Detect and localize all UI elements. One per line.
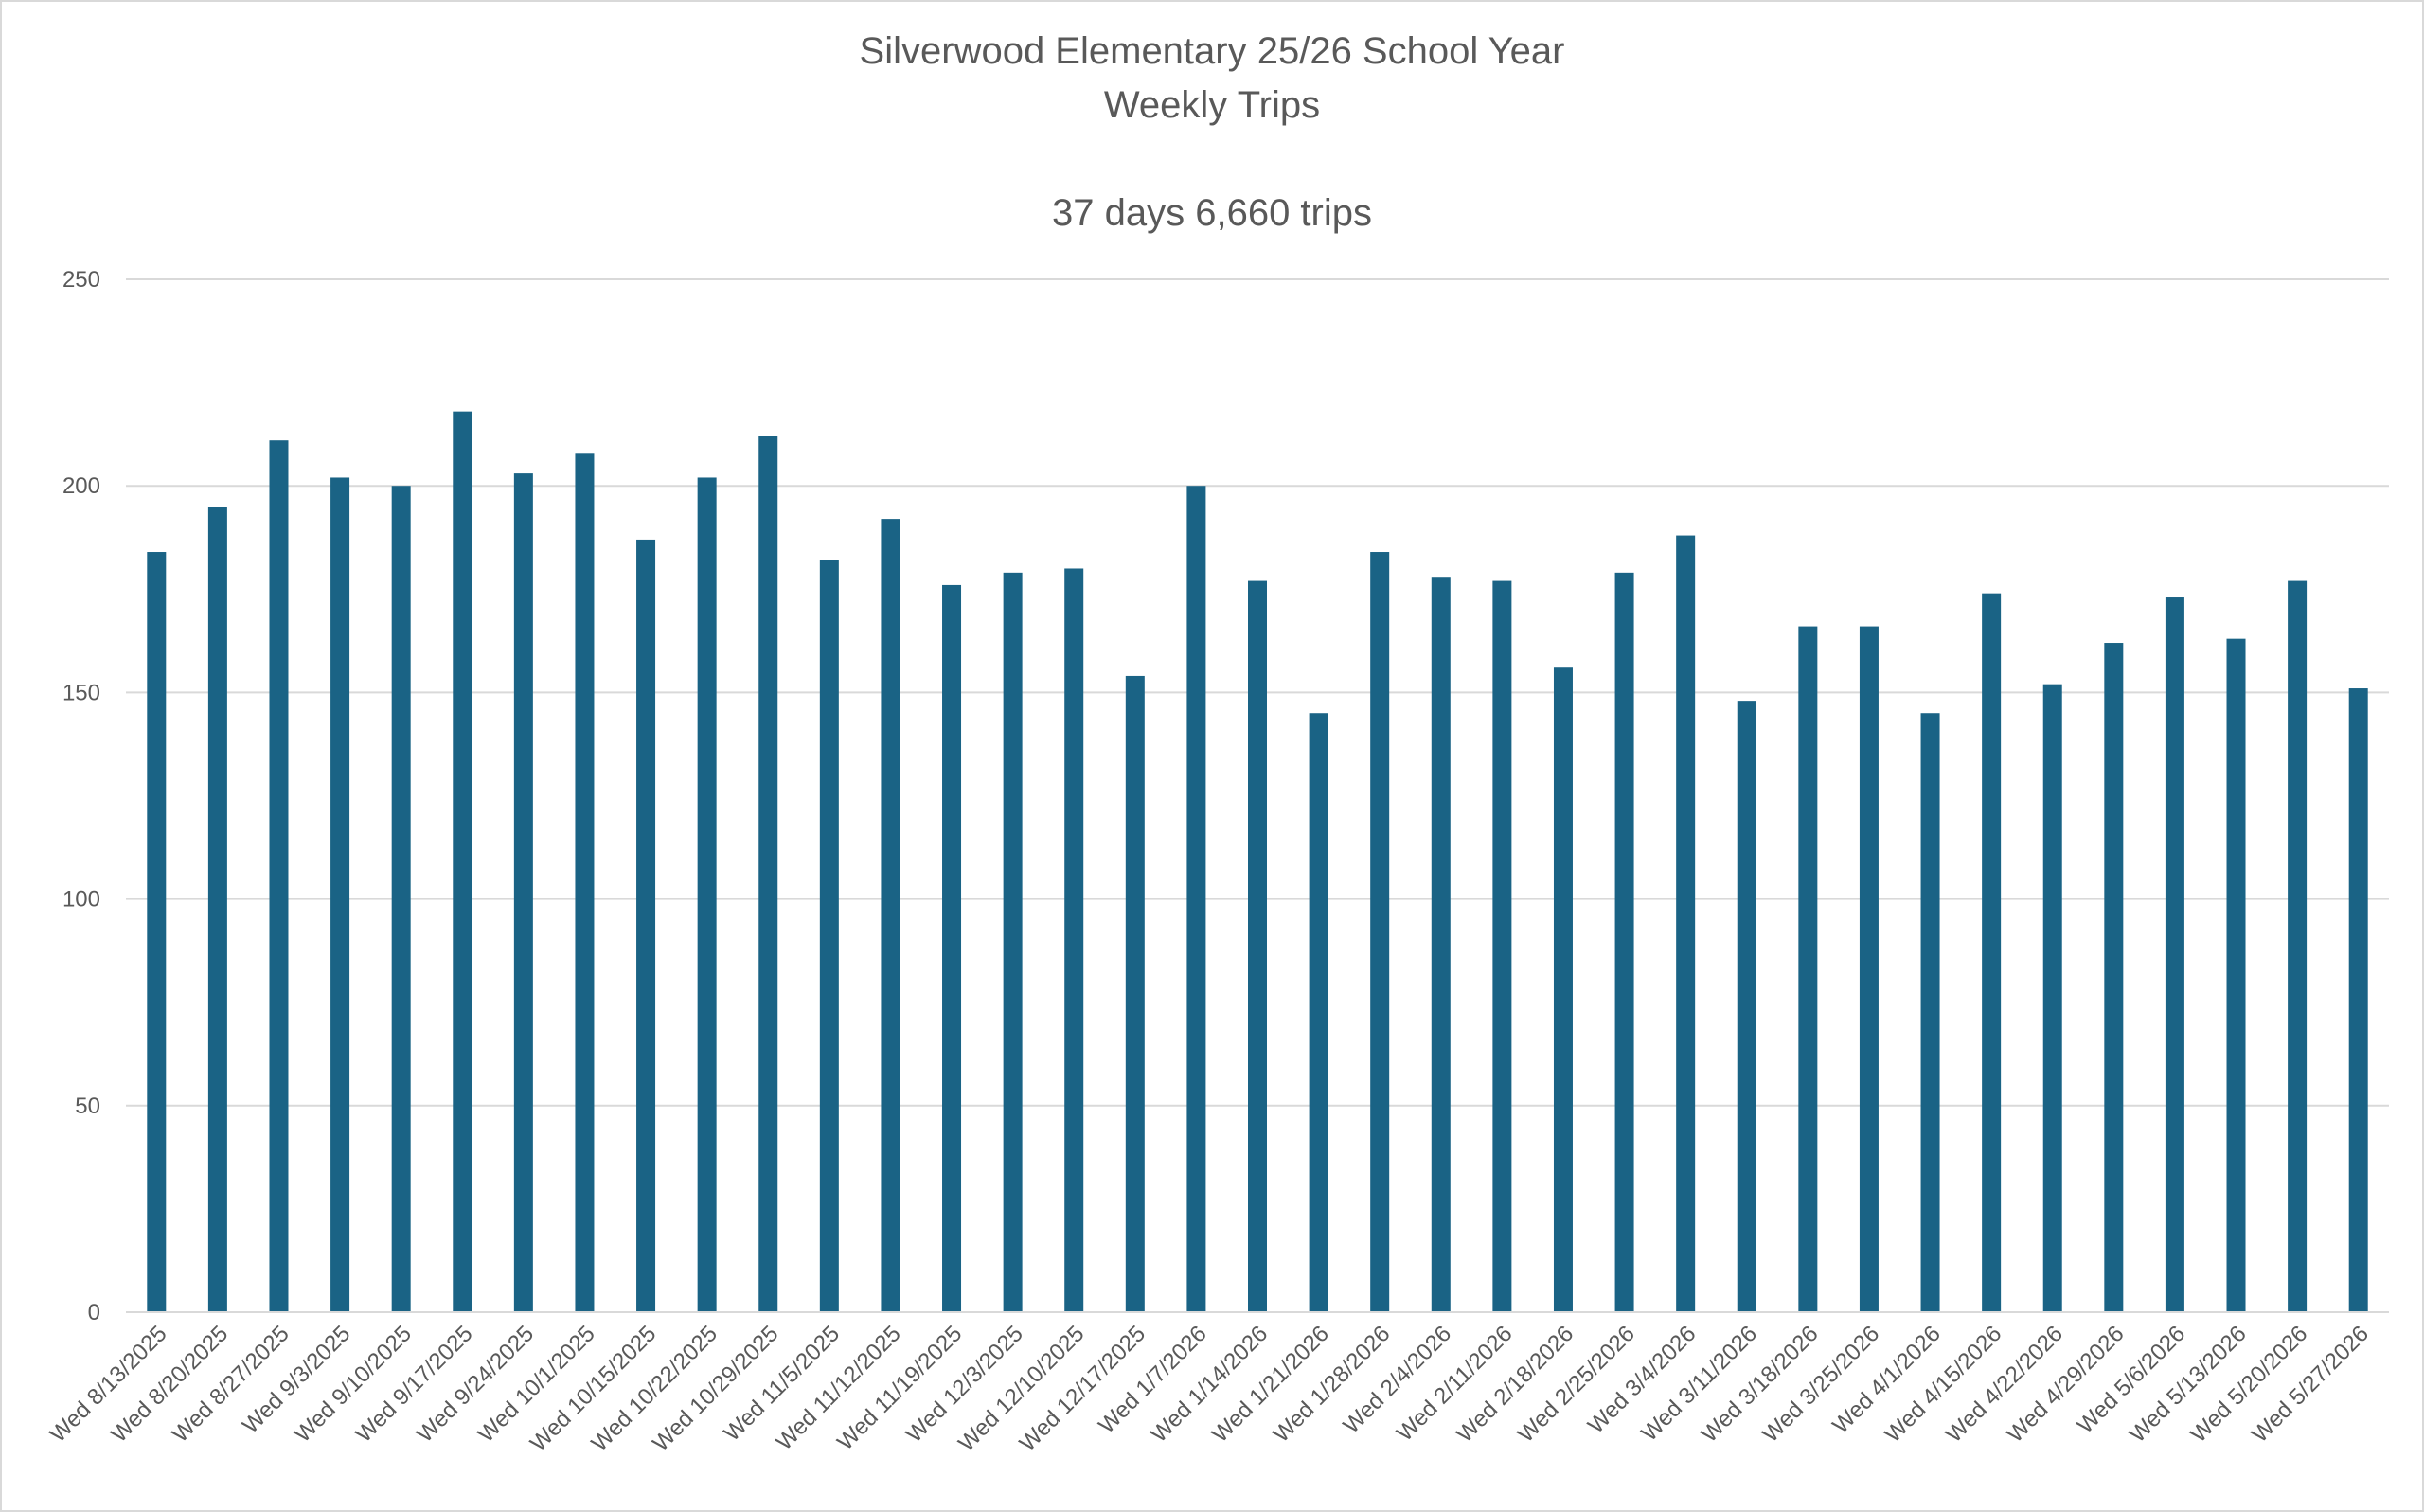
bar	[1737, 701, 1756, 1312]
bar	[1553, 667, 1573, 1312]
x-tick-label: Wed 4/1/2026	[1827, 1321, 1945, 1438]
bar	[1186, 486, 1206, 1312]
bar	[1676, 535, 1696, 1312]
bar	[1125, 675, 1145, 1312]
y-tick-label: 50	[75, 1094, 100, 1119]
bar	[1309, 713, 1328, 1312]
bar	[1798, 626, 1818, 1312]
bar	[1859, 626, 1879, 1312]
y-tick-label: 200	[62, 473, 100, 499]
bar	[269, 440, 289, 1312]
x-tick-label: Wed 3/4/2026	[1583, 1321, 1701, 1438]
chart-title: Silverwood Elementary 25/26 School Year	[860, 30, 1565, 72]
bar	[636, 539, 656, 1312]
chart-annotation: 37 days 6,660 trips	[1052, 192, 1372, 234]
bar	[1492, 580, 1512, 1312]
bar	[1003, 572, 1023, 1312]
bar	[330, 477, 350, 1312]
bar	[758, 436, 778, 1312]
bar	[2288, 580, 2308, 1312]
bar	[1248, 580, 1267, 1312]
bar	[2104, 643, 2124, 1312]
x-tick-label: Wed 1/7/2026	[1094, 1321, 1211, 1438]
bar	[575, 453, 595, 1313]
bar	[391, 486, 411, 1312]
bar	[1982, 593, 2002, 1312]
bar	[513, 473, 533, 1312]
bar	[2165, 597, 2184, 1312]
bar	[1064, 568, 1084, 1312]
bar	[942, 584, 962, 1312]
bar	[1920, 713, 1940, 1312]
bar	[697, 477, 717, 1312]
bar	[207, 507, 227, 1312]
chart-subtitle: Weekly Trips	[1104, 84, 1320, 126]
bar	[2042, 684, 2062, 1312]
bar	[2226, 638, 2246, 1312]
bar	[1370, 552, 1390, 1312]
y-axis-ticks: 0 50 100 150 200 250	[62, 267, 100, 1325]
x-tick-label: Wed 5/6/2026	[2073, 1321, 2190, 1438]
bar	[147, 552, 167, 1312]
bar	[881, 519, 900, 1312]
y-tick-label: 250	[62, 267, 100, 293]
bar	[2348, 688, 2368, 1312]
x-tick-label: Wed 9/3/2025	[238, 1321, 355, 1438]
bar	[1431, 577, 1451, 1312]
bar	[453, 411, 472, 1312]
y-tick-label: 0	[88, 1300, 100, 1325]
bar	[819, 560, 839, 1312]
x-tick-label: Wed 2/4/2026	[1339, 1321, 1456, 1438]
y-tick-label: 150	[62, 680, 100, 705]
y-tick-label: 100	[62, 887, 100, 913]
bar	[1614, 572, 1634, 1312]
bars	[147, 411, 2368, 1313]
